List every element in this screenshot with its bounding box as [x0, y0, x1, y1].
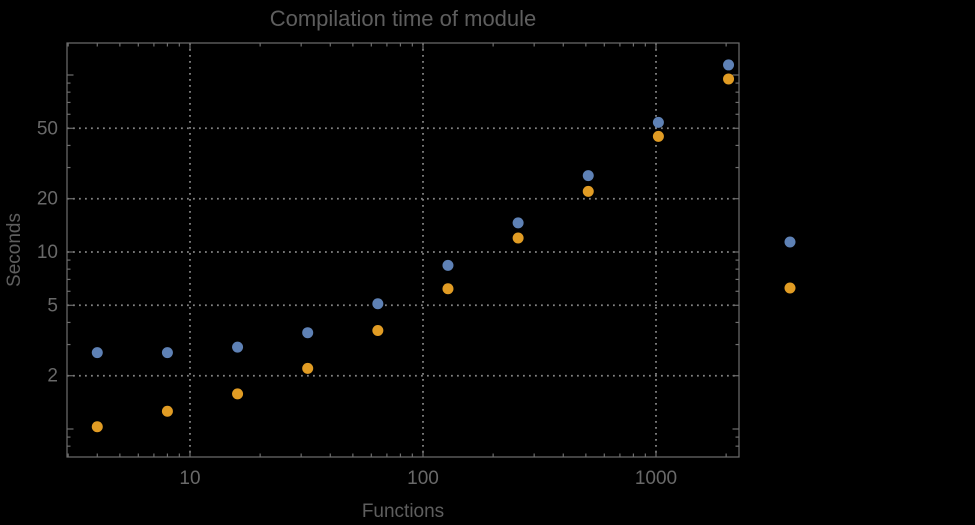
legend-marker-blue: [784, 236, 796, 248]
x-axis-label: Functions: [362, 501, 444, 522]
data-point-orange-x256: [512, 232, 524, 244]
y-axis-label: Seconds: [4, 213, 25, 287]
data-point-orange-x512: [582, 185, 594, 197]
legend-marker-orange: [784, 282, 796, 294]
data-point-blue-x32: [302, 327, 314, 339]
chart-title: Compilation time of module: [270, 6, 537, 31]
data-point-orange-x128: [442, 283, 454, 295]
x-tick-label-10: 10: [179, 468, 200, 489]
data-point-orange-x4: [91, 421, 103, 433]
gridlines: [67, 43, 739, 457]
y-tick-label-50: 50: [37, 118, 58, 139]
y-tick-label-20: 20: [37, 189, 58, 210]
data-point-blue-x4: [91, 347, 103, 359]
data-point-blue-x2048: [723, 59, 735, 71]
axis-ticks: [67, 43, 739, 457]
data-point-blue-x512: [582, 170, 594, 182]
tick-labels: 10 100 1000 2 5 10 20 50: [37, 118, 677, 489]
data-point-blue-x8: [161, 347, 173, 359]
y-tick-label-2: 2: [47, 366, 58, 387]
data-point-orange-x32: [302, 362, 314, 374]
plot-frame: [66, 42, 740, 458]
data-point-blue-x256: [512, 217, 524, 229]
data-point-orange-x8: [161, 405, 173, 417]
data-points: [91, 59, 735, 433]
x-tick-label-1000: 1000: [635, 468, 677, 489]
y-tick-label-10: 10: [37, 242, 58, 263]
x-tick-label-100: 100: [407, 468, 439, 489]
data-point-blue-x128: [442, 259, 454, 271]
data-point-orange-x2048: [723, 73, 735, 85]
y-tick-label-5: 5: [47, 295, 58, 316]
data-point-orange-x64: [372, 325, 384, 337]
data-point-blue-x1024: [652, 116, 664, 128]
data-point-orange-x1024: [652, 130, 664, 142]
legend: [784, 236, 796, 294]
data-point-orange-x16: [232, 388, 244, 400]
data-point-blue-x16: [232, 341, 244, 353]
data-point-blue-x64: [372, 298, 384, 310]
